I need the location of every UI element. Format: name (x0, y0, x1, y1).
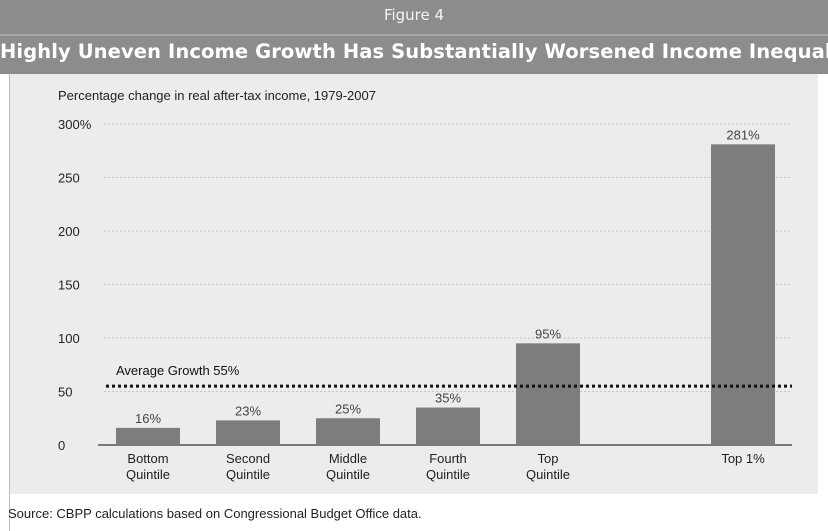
category-label-2-1: Quintile (326, 467, 370, 482)
category-label-5-0: Top 1% (721, 451, 765, 466)
source-note: Source: CBPP calculations based on Congr… (8, 506, 422, 521)
frame-left-rule (9, 74, 10, 531)
bar-2 (316, 418, 380, 445)
title-banner: Figure 4 Highly Uneven Income Growth Has… (0, 0, 828, 74)
y-tick-label-0: 0 (58, 438, 65, 453)
gridlines (104, 123, 792, 392)
category-label-0-0: Bottom (127, 451, 168, 466)
data-label-2: 25% (335, 401, 361, 416)
data-label-3: 35% (435, 391, 461, 406)
data-label-5: 281% (726, 127, 760, 142)
y-tick-label-200: 200 (58, 224, 80, 239)
bar-chart: 0 50 100 150 200 250 300% Average Growth 55% 1… (58, 88, 792, 482)
category-label-3-0: Fourth (429, 451, 467, 466)
y-tick-label-100: 100 (58, 331, 80, 346)
bar-1 (216, 420, 280, 445)
x-axis-labels: BottomQuintileSecondQuintileMiddleQuinti… (126, 451, 765, 482)
plot-panel: 0 50 100 150 200 250 300% Average Growth 55% 1… (10, 74, 818, 494)
y-tick-label-300: 300% (58, 117, 92, 132)
bars (116, 144, 775, 445)
bar-3 (416, 407, 480, 445)
y-axis: 0 50 100 150 200 250 300% (58, 117, 792, 453)
data-label-0: 16% (135, 411, 161, 426)
bar-5 (711, 144, 775, 445)
bar-4 (516, 343, 580, 445)
average-growth-label: Average Growth 55% (116, 363, 240, 378)
data-labels: 16% 23% 25% 35% 95% 281% (135, 127, 760, 426)
category-label-1-1: Quintile (226, 467, 270, 482)
average-line-group: Average Growth 55% (106, 363, 792, 388)
y-tick-label-150: 150 (58, 278, 80, 293)
y-tick-label-50: 50 (58, 385, 72, 400)
y-tick-label-250: 250 (58, 171, 80, 186)
data-label-1: 23% (235, 403, 261, 418)
bar-0 (116, 427, 180, 445)
chart-title: Highly Uneven Income Growth Has Substant… (0, 40, 828, 63)
figure-number: Figure 4 (383, 6, 445, 24)
category-label-2-0: Middle (329, 451, 367, 466)
banner-divider (0, 34, 828, 36)
y-axis-title: Percentage change in real after-tax inco… (58, 88, 376, 103)
data-label-4: 95% (535, 326, 561, 341)
category-label-4-0: Top (538, 451, 559, 466)
category-label-0-1: Quintile (126, 467, 170, 482)
category-label-4-1: Quintile (526, 467, 570, 482)
category-label-3-1: Quintile (426, 467, 470, 482)
category-label-1-0: Second (226, 451, 270, 466)
